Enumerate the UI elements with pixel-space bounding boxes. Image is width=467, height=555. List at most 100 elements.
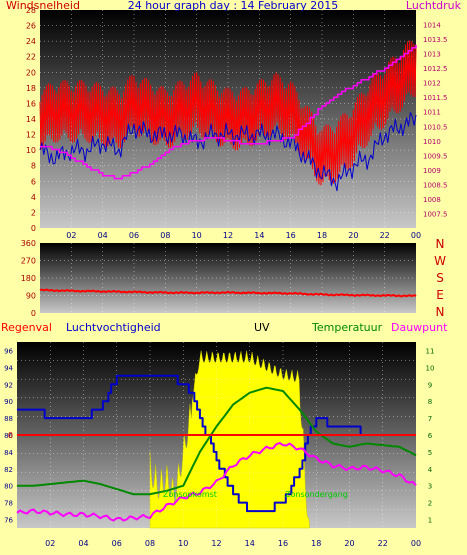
uv-tick: 5 — [428, 449, 432, 457]
humidity-tick: 88 — [4, 415, 13, 423]
uv-tick: 11 — [426, 347, 435, 355]
sunset-label: Zonsondergang — [285, 490, 348, 499]
legend-item: Regenval — [1, 321, 52, 334]
hour-tick: 14 — [245, 539, 255, 548]
wind-speed-tick: 14 — [26, 115, 36, 124]
pressure-tick: 1013.5 — [423, 36, 448, 44]
dew-point-line — [16, 442, 417, 522]
hour-tick: 18 — [311, 539, 321, 548]
uv-area — [149, 350, 310, 529]
hour-tick: 08 — [145, 539, 155, 548]
wind-direction-grid — [40, 243, 416, 313]
wind-speed-title: Windsnelheid — [6, 0, 80, 12]
hour-tick: 14 — [254, 231, 264, 240]
wind-pressure-series — [39, 40, 417, 192]
wind-speed-tick: 18 — [26, 84, 36, 93]
humidity-axis-labels: 76 78 80 82 84 86 88 90 92 94 96 — [4, 347, 13, 524]
humidity-tick: 94 — [4, 364, 13, 372]
wind-speed-tick: 4 — [31, 193, 36, 202]
legend-item: UV — [254, 321, 270, 334]
pressure-tick: 1014 — [423, 22, 441, 30]
temperature-line — [17, 386, 417, 496]
wind-speed-tick: 6 — [31, 177, 36, 186]
hour-tick: 00 — [411, 539, 421, 548]
uv-tick: 8 — [428, 398, 432, 406]
wind-direction-tick: 90 — [26, 292, 36, 301]
humidity-tick: 78 — [4, 500, 13, 508]
wind-gust-line — [39, 40, 417, 186]
pressure-tick: 1007.5 — [423, 210, 448, 218]
legend-item: Temperatuur — [311, 321, 383, 334]
hour-tick: 10 — [178, 539, 188, 548]
hour-tick: 22 — [378, 539, 388, 548]
wind-speed-tick: 22 — [26, 53, 36, 62]
wind-average-line — [39, 112, 417, 192]
wind-speed-tick: 26 — [26, 22, 36, 31]
uv-tick: 10 — [426, 364, 435, 372]
wind-speed-tick: 2 — [31, 208, 36, 217]
compass-label: W — [434, 254, 446, 268]
wind-speed-tick: 12 — [26, 131, 36, 140]
pressure-tick: 1012 — [423, 80, 441, 88]
wind-direction-tick: 180 — [21, 274, 36, 283]
hour-tick: 22 — [380, 231, 390, 240]
uv-tick: 6 — [428, 432, 433, 440]
hour-tick: 02 — [45, 539, 55, 548]
wind-speed-tick: 8 — [31, 162, 36, 171]
lower-chart-legend: Regenval Luchtvochtigheid UV Temperatuur Dau… — [1, 321, 448, 334]
wind-speed-tick: 10 — [26, 146, 36, 155]
sunrise-label: Zonsopkomst — [163, 490, 217, 499]
wind-direction-tick: 360 — [21, 239, 36, 248]
humidity-tick: 86 — [4, 432, 13, 440]
legend-item: Dauwpunt — [391, 321, 448, 334]
uv-axis-labels: 1 2 3 4 5 6 7 8 9 10 11 — [426, 347, 435, 524]
uv-tick: 1 — [428, 517, 432, 525]
hour-tick: 08 — [160, 231, 170, 240]
legend-item: Luchtvochtigheid — [66, 321, 161, 334]
compass-label: N — [436, 237, 445, 251]
pressure-tick: 1011 — [423, 109, 441, 117]
pressure-tick: 1010.5 — [423, 123, 448, 131]
pressure-tick: 1009.5 — [423, 152, 448, 160]
hour-tick: 06 — [129, 231, 139, 240]
humidity-tick: 82 — [4, 466, 13, 474]
wind-direction-axis-labels: 0 90 180 270 360 — [21, 239, 36, 318]
humidity-tick: 96 — [4, 347, 13, 355]
humidity-tick: 76 — [4, 517, 13, 525]
wind-direction-series — [39, 288, 417, 298]
wind-direction-tick: 270 — [21, 257, 36, 266]
pressure-tick: 1013 — [423, 51, 441, 59]
hour-tick: 12 — [211, 539, 221, 548]
pressure-tick: 1008.5 — [423, 181, 448, 189]
uv-tick: 4 — [428, 466, 433, 474]
wind-direction-tick: 0 — [31, 309, 36, 318]
hour-axis-labels-bottom: 02 04 06 08 10 12 14 16 18 20 22 00 — [45, 539, 421, 548]
hour-tick: 02 — [66, 231, 76, 240]
wind-speed-tick: 0 — [31, 224, 36, 233]
hour-tick: 04 — [78, 539, 88, 548]
hour-axis-labels: 02 04 06 08 10 12 14 16 18 20 22 00 — [66, 231, 421, 240]
hour-tick: 16 — [278, 539, 288, 548]
pressure-tick: 1008 — [423, 196, 441, 204]
hour-tick: 00 — [411, 231, 421, 240]
pressure-axis-labels: 1007.5 1008 1008.5 1009 1009.5 1010 1010.5 1011… — [423, 22, 448, 219]
wind-speed-tick: 16 — [26, 99, 36, 108]
humidity-tick: 80 — [4, 483, 13, 491]
uv-tick: 3 — [428, 483, 432, 491]
humidity-line — [17, 374, 416, 513]
hour-tick: 12 — [223, 231, 233, 240]
hour-tick: 10 — [192, 231, 202, 240]
wind-speed-tick: 20 — [26, 68, 36, 77]
chart-title: 24 hour graph day : 14 February 2015 — [128, 0, 339, 12]
wind-speed-tick: 24 — [26, 37, 36, 46]
uv-tick: 9 — [428, 381, 432, 389]
hour-tick: 16 — [286, 231, 296, 240]
pressure-tick: 1010 — [423, 138, 441, 146]
humidity-temperature-series — [16, 374, 417, 522]
wind-direction-line — [39, 288, 417, 298]
humidity-tick: 90 — [4, 398, 13, 406]
wind-speed-tick: 28 — [26, 6, 36, 15]
